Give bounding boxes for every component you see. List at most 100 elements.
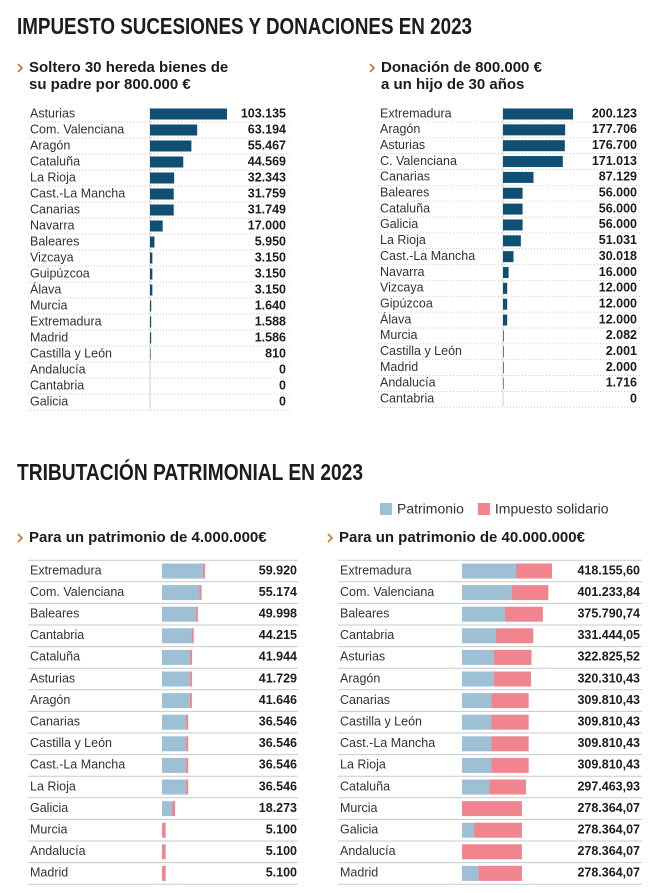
value-label: 103.135 bbox=[241, 106, 286, 120]
bar bbox=[503, 156, 563, 168]
bar bbox=[503, 251, 514, 263]
bar-segment bbox=[462, 671, 494, 687]
bar bbox=[150, 236, 155, 248]
category-label: Com. Valenciana bbox=[30, 122, 124, 136]
bar-segment bbox=[478, 865, 522, 881]
bar-segment bbox=[474, 822, 522, 838]
total-label: 297.463,93 bbox=[577, 779, 640, 793]
chevron bbox=[17, 533, 24, 543]
bar-segment bbox=[462, 844, 522, 860]
category-label: Cataluña bbox=[340, 779, 390, 793]
category-label: La Rioja bbox=[340, 758, 386, 772]
bar bbox=[503, 203, 523, 215]
value-label: 3.150 bbox=[255, 282, 286, 296]
bar bbox=[150, 156, 184, 168]
category-label: Asturias bbox=[30, 671, 75, 685]
value-label: 44.569 bbox=[248, 154, 286, 168]
category-label: Madrid bbox=[30, 330, 68, 344]
category-label: Baleares bbox=[30, 234, 79, 248]
category-label: Andalucía bbox=[380, 376, 436, 390]
value-label: 171.013 bbox=[592, 154, 637, 168]
value-label: 56.000 bbox=[599, 201, 637, 215]
bar-segment bbox=[162, 844, 166, 860]
category-label: Galicia bbox=[340, 822, 378, 836]
total-label: 5.100 bbox=[266, 822, 297, 836]
total-label: 55.174 bbox=[259, 585, 297, 599]
category-label: La Rioja bbox=[30, 170, 76, 184]
value-label: 1.588 bbox=[255, 314, 286, 328]
category-label: Castilla y León bbox=[30, 736, 112, 750]
bar bbox=[150, 220, 163, 232]
chevron bbox=[369, 63, 376, 73]
value-label: 31.749 bbox=[248, 202, 286, 216]
category-label: Cantabria bbox=[30, 378, 84, 392]
value-label: 87.129 bbox=[599, 170, 637, 184]
bar-segment bbox=[493, 671, 531, 687]
total-label: 41.646 bbox=[259, 693, 297, 707]
bar-segment bbox=[186, 757, 189, 773]
category-label: Vizcaya bbox=[380, 281, 424, 295]
legend-label: Patrimonio bbox=[397, 501, 464, 517]
total-label: 401.233,84 bbox=[577, 585, 640, 599]
category-label: Extremadura bbox=[30, 563, 102, 577]
bar-segment bbox=[462, 736, 492, 752]
category-label: Andalucía bbox=[340, 844, 396, 858]
section-title: IMPUESTO SUCESIONES Y DONACIONES EN 2023 bbox=[17, 13, 472, 39]
chart-subtitle: Para un patrimonio de 4.000.000€ bbox=[29, 529, 267, 546]
category-label: Baleares bbox=[340, 606, 389, 620]
total-label: 36.546 bbox=[259, 714, 297, 728]
category-label: Galicia bbox=[30, 801, 68, 815]
bar bbox=[503, 171, 534, 183]
bar bbox=[503, 267, 509, 278]
value-label: 1.586 bbox=[255, 330, 286, 344]
value-label: 32.343 bbox=[248, 170, 286, 184]
bar-segment bbox=[186, 779, 189, 795]
category-label: Cast.-La Mancha bbox=[30, 758, 125, 772]
category-label: Castilla y León bbox=[380, 344, 462, 358]
bar-segment bbox=[162, 628, 192, 644]
bar bbox=[150, 252, 153, 264]
bar bbox=[150, 108, 227, 120]
value-label: 55.467 bbox=[248, 138, 286, 152]
bar bbox=[503, 314, 508, 326]
total-label: 44.215 bbox=[259, 628, 297, 642]
category-label: Galicia bbox=[380, 217, 418, 231]
bar bbox=[503, 346, 504, 358]
category-label: Aragón bbox=[30, 138, 70, 152]
category-label: Asturias bbox=[30, 106, 75, 120]
bar-segment bbox=[199, 585, 202, 601]
bar bbox=[503, 298, 508, 310]
bar-segment bbox=[491, 693, 529, 709]
bar bbox=[503, 219, 523, 231]
value-label: 0 bbox=[630, 392, 637, 406]
bar-segment bbox=[489, 779, 527, 795]
category-label: Murcia bbox=[30, 822, 68, 836]
category-label: Gipúzcoa bbox=[380, 296, 433, 310]
total-label: 320.310,43 bbox=[577, 671, 640, 685]
value-label: 12.000 bbox=[599, 296, 637, 310]
bar bbox=[150, 204, 174, 216]
bar-segment bbox=[505, 606, 543, 622]
value-label: 200.123 bbox=[592, 106, 637, 120]
bar-segment bbox=[491, 736, 529, 752]
bar-segment bbox=[162, 585, 200, 601]
value-label: 3.150 bbox=[255, 266, 286, 280]
bar bbox=[150, 172, 175, 184]
category-label: Andalucía bbox=[30, 362, 86, 376]
category-label: Extremadura bbox=[30, 314, 102, 328]
category-label: Asturias bbox=[340, 650, 385, 664]
value-label: 51.031 bbox=[599, 233, 637, 247]
total-label: 36.546 bbox=[259, 758, 297, 772]
category-label: Cantabria bbox=[340, 628, 394, 642]
bar-segment bbox=[511, 585, 549, 601]
category-label: Baleares bbox=[380, 186, 429, 200]
bar-segment bbox=[491, 757, 529, 773]
bar-segment bbox=[491, 714, 529, 730]
bar-segment bbox=[162, 649, 190, 665]
category-label: Navarra bbox=[380, 265, 425, 279]
category-label: Asturias bbox=[380, 138, 425, 152]
bar-segment bbox=[462, 563, 517, 579]
bar-segment bbox=[462, 606, 506, 622]
total-label: 5.100 bbox=[266, 844, 297, 858]
category-label: Cantabria bbox=[380, 392, 434, 406]
